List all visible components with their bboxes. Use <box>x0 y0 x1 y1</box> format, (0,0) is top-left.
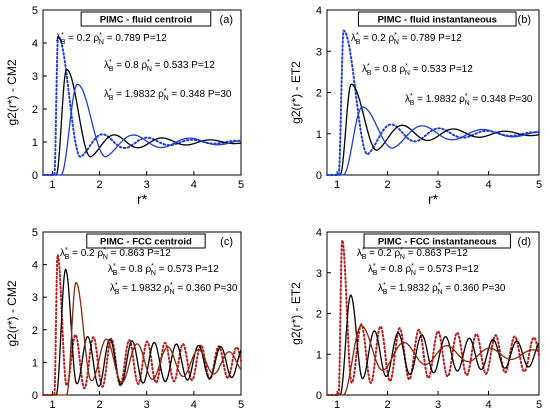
plot-frame <box>42 231 242 396</box>
x-tick-label: 5 <box>536 399 542 411</box>
curve-1 <box>42 251 242 396</box>
x-tick-label: 1 <box>49 399 55 411</box>
curve-2 <box>43 68 242 176</box>
x-tick-label: 5 <box>238 179 244 191</box>
x-axis-label: r* <box>428 411 439 414</box>
y-tick-label: 1 <box>32 137 38 149</box>
x-tick-label: 2 <box>97 179 103 191</box>
x-axis-label: r* <box>428 191 439 207</box>
y-tick-label: 2 <box>32 104 38 116</box>
y-tick-label: 5 <box>32 5 38 17</box>
y-tick-label: 2 <box>316 309 322 321</box>
curve-annotation: λ* B = 0.2 ρ* N = 0.789 P=12 <box>56 32 167 46</box>
curve-annotation: λ* B = 0.8 ρ* N = 0.533 P=12 <box>362 63 473 77</box>
y-tick-label: 4 <box>316 5 322 17</box>
curve-3 <box>327 325 540 396</box>
y-tick-label: 1 <box>316 129 322 141</box>
x-tick-label: 4 <box>485 399 491 411</box>
panel-label: (b) <box>518 14 531 26</box>
x-tick-label: 1 <box>49 179 55 191</box>
panel-title: PIMC - FCC instantaneous <box>378 237 497 248</box>
y-tick-label: 0 <box>32 390 38 402</box>
y-tick-label: 3 <box>316 46 322 58</box>
y-tick-label: 4 <box>32 260 38 272</box>
panel-title-box <box>363 233 511 249</box>
x-tick-label: 3 <box>144 399 150 411</box>
curve-3 <box>327 106 540 176</box>
x-tick-label: 3 <box>435 179 441 191</box>
panel-label: (a) <box>220 14 233 26</box>
curve-annotation: λ* B = 0.2 ρ* N = 0.789 P=12 <box>351 32 462 46</box>
x-tick-label: 4 <box>191 179 197 191</box>
y-tick-label: 3 <box>32 71 38 83</box>
curve-annotation: λ* B = 1.9832 ρ* N = 0.360 P=30 <box>378 282 506 296</box>
curve-annotation: λ* B = 1.9832 ρ* N = 0.348 P=30 <box>405 93 533 107</box>
y-axis-label: g2(r*) - ET2 <box>289 282 303 345</box>
panel-title: PIMC - FCC centroid <box>100 237 192 248</box>
y-tick-label: 5 <box>32 227 38 239</box>
y-tick-label: 2 <box>316 88 322 100</box>
panel-title-box <box>80 11 212 27</box>
x-tick-label: 3 <box>435 399 441 411</box>
x-tick-label: 5 <box>238 399 244 411</box>
curve-annotation: λ* B = 0.2 ρ* N = 0.863 P=12 <box>357 247 468 261</box>
panel-title-box <box>86 233 206 249</box>
x-tick-label: 4 <box>191 399 197 411</box>
y-axis-label: g2(r*) - ET2 <box>289 61 303 124</box>
x-tick-label: 1 <box>334 399 340 411</box>
curve-annotation: λ* B = 0.8 ρ* N = 0.573 P=12 <box>108 263 219 277</box>
y-tick-label: 0 <box>32 170 38 182</box>
curve-annotation: λ* B = 1.9832 ρ* N = 0.348 P=30 <box>104 88 232 102</box>
y-tick-label: 2 <box>32 325 38 337</box>
y-tick-label: 0 <box>316 390 322 402</box>
curve-2 <box>327 294 540 396</box>
panel-title: PIMC - fluid centroid <box>100 15 193 26</box>
y-tick-label: 1 <box>32 357 38 369</box>
curve-2 <box>327 83 540 176</box>
curve-3 <box>43 83 242 176</box>
y-tick-label: 1 <box>316 349 322 361</box>
curve-3 <box>43 281 242 396</box>
x-tick-label: 1 <box>334 179 340 191</box>
x-tick-label: 5 <box>536 179 542 191</box>
curve-annotation: λ* B = 0.8 ρ* N = 0.573 P=12 <box>368 263 479 277</box>
y-tick-label: 0 <box>316 170 322 182</box>
plot-frame <box>42 9 242 176</box>
y-axis-label: g2(r*) - CM2 <box>5 280 19 346</box>
x-axis-label: r* <box>137 191 148 207</box>
y-axis-label: g2(r*) - CM2 <box>5 59 19 125</box>
y-tick-label: 4 <box>32 38 38 50</box>
y-tick-label: 3 <box>32 292 38 304</box>
y-tick-label: 4 <box>316 227 322 239</box>
x-tick-label: 3 <box>144 179 150 191</box>
curve-annotation: λ* B = 0.2 ρ* N = 0.863 P=12 <box>60 247 171 261</box>
x-tick-label: 4 <box>485 179 491 191</box>
panel-label: (d) <box>518 236 531 248</box>
panel-title-box <box>357 11 517 27</box>
x-tick-label: 2 <box>385 179 391 191</box>
curve-annotation: λ* B = 0.8 ρ* N = 0.533 P=12 <box>104 59 215 73</box>
x-tick-label: 2 <box>97 399 103 411</box>
curve-annotation: λ* B = 1.9832 ρ* N = 0.360 P=30 <box>110 282 238 296</box>
y-tick-label: 3 <box>316 268 322 280</box>
x-axis-label: r* <box>137 411 148 414</box>
panel-label: (c) <box>220 236 233 248</box>
curve-2 <box>43 268 242 396</box>
x-tick-label: 2 <box>385 399 391 411</box>
panel-title: PIMC - fluid instantaneous <box>378 15 497 26</box>
